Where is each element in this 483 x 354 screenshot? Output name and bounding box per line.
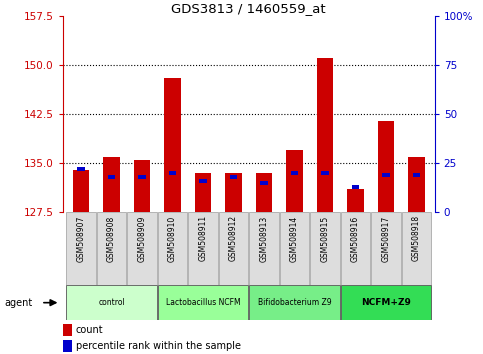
Bar [291, 171, 298, 175]
Text: GSM508908: GSM508908 [107, 215, 116, 262]
Bar [249, 212, 279, 285]
Bar [408, 157, 425, 212]
Text: NCFM+Z9: NCFM+Z9 [361, 298, 411, 307]
Bar [138, 175, 146, 179]
Bar [260, 181, 268, 185]
Bar [249, 285, 340, 320]
Bar [164, 78, 181, 212]
Text: GSM508917: GSM508917 [382, 215, 390, 262]
Text: GSM508913: GSM508913 [259, 215, 269, 262]
Bar [63, 340, 72, 353]
Text: GSM508912: GSM508912 [229, 215, 238, 261]
Bar [219, 212, 248, 285]
Bar [199, 179, 207, 183]
Text: GSM508914: GSM508914 [290, 215, 299, 262]
Bar [158, 285, 248, 320]
Text: GSM508907: GSM508907 [77, 215, 85, 262]
Bar [158, 212, 187, 285]
Text: GSM508911: GSM508911 [199, 215, 208, 261]
Text: GSM508910: GSM508910 [168, 215, 177, 262]
Bar [412, 173, 420, 177]
Bar [382, 173, 390, 177]
Bar [73, 170, 89, 212]
Text: GSM508916: GSM508916 [351, 215, 360, 262]
Text: control: control [98, 298, 125, 307]
Bar [286, 150, 303, 212]
Bar [66, 285, 157, 320]
Text: agent: agent [5, 298, 33, 308]
Bar [280, 212, 309, 285]
Text: GSM508909: GSM508909 [138, 215, 146, 262]
Bar [103, 157, 120, 212]
Bar [352, 184, 359, 189]
Bar [63, 324, 72, 336]
Bar [77, 167, 85, 171]
Bar [310, 212, 340, 285]
Bar [256, 173, 272, 212]
Title: GDS3813 / 1460559_at: GDS3813 / 1460559_at [171, 2, 326, 15]
Bar [134, 160, 150, 212]
Bar [195, 173, 212, 212]
Text: GSM508918: GSM508918 [412, 215, 421, 261]
Bar [316, 58, 333, 212]
Bar [127, 212, 157, 285]
Bar [225, 173, 242, 212]
Bar [66, 212, 96, 285]
Bar [169, 171, 176, 175]
Text: GSM508915: GSM508915 [320, 215, 329, 262]
Bar [341, 285, 431, 320]
Bar [188, 212, 218, 285]
Bar [230, 175, 237, 179]
Bar [402, 212, 431, 285]
Bar [347, 189, 364, 212]
Text: count: count [76, 325, 103, 336]
Bar [321, 171, 329, 175]
Bar [108, 175, 115, 179]
Bar [97, 212, 127, 285]
Text: Bifidobacterium Z9: Bifidobacterium Z9 [257, 298, 331, 307]
Bar [378, 121, 394, 212]
Bar [371, 212, 401, 285]
Bar [341, 212, 370, 285]
Text: percentile rank within the sample: percentile rank within the sample [76, 341, 241, 352]
Text: Lactobacillus NCFM: Lactobacillus NCFM [166, 298, 241, 307]
